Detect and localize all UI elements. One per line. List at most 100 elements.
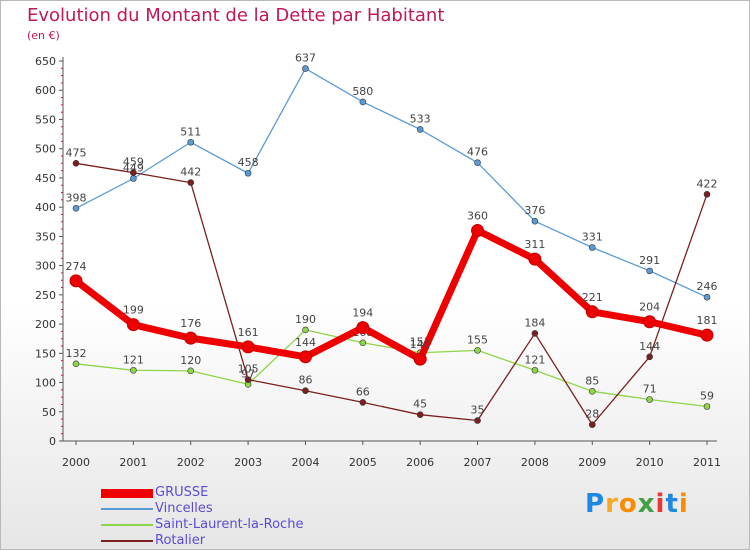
legend-swatch [101,488,153,498]
data-point [359,399,367,406]
data-label: 155 [467,333,488,346]
logo-letter: r [605,489,619,519]
data-point [187,138,195,146]
x-tick-label: 2001 [119,456,147,469]
data-point [588,244,596,251]
x-tick-label: 2007 [464,456,492,469]
x-tick-label: 2002 [177,456,205,469]
data-label: 204 [639,301,660,314]
data-label: 105 [238,363,259,376]
series-line-saint-laurent-la-roche [75,329,708,408]
y-tick-label: 0 [49,435,56,448]
data-label: 121 [524,353,545,366]
data-point [244,169,252,177]
data-point [302,326,309,334]
data-point [588,421,596,428]
data-point [72,160,80,167]
data-label: 71 [643,382,657,395]
data-point [471,224,485,238]
data-label: 140 [410,338,431,351]
x-tick-label: 2004 [291,456,319,469]
data-label: 45 [413,398,427,411]
legend-label: GRUSSE [155,485,209,500]
data-point [187,367,195,375]
y-tick-label: 400 [35,201,56,214]
y-tick-label: 550 [35,113,56,126]
data-label: 85 [585,374,599,387]
x-tick-label: 2000 [62,456,90,469]
data-point [413,352,427,366]
legend-swatch [101,508,153,510]
data-point [126,318,140,332]
data-label: 475 [66,146,87,159]
y-tick-label: 650 [35,55,56,68]
logo-letter: i [678,489,689,519]
x-tick-label: 2005 [349,456,377,469]
data-point [643,315,657,329]
logo-letter: t [665,489,679,519]
data-point [646,396,653,403]
data-point [69,274,83,288]
data-label: 66 [356,385,370,398]
data-label: 28 [585,408,599,421]
data-label: 184 [524,316,545,329]
x-tick-label: 2009 [578,456,606,469]
data-point [585,305,599,319]
data-label: 311 [524,238,545,251]
data-label: 35 [471,404,485,417]
data-point [531,217,539,225]
data-point [130,366,137,374]
data-label: 376 [524,204,545,217]
data-label: 121 [123,353,144,366]
data-point [474,347,481,354]
y-tick-label: 50 [42,406,56,419]
data-point [130,169,137,176]
y-tick-label: 250 [35,289,56,302]
data-point [130,175,137,182]
data-point [416,411,424,418]
y-tick-label: 100 [35,377,56,390]
data-point [703,190,711,198]
y-tick-label: 350 [35,230,56,243]
chart-title: Evolution du Montant de la Dette par Hab… [27,5,445,26]
data-label: 144 [639,340,660,353]
data-label: 59 [700,390,714,403]
legend-label: Vincelles [155,501,213,516]
data-label: 442 [180,166,201,179]
data-point [184,331,198,345]
data-label: 120 [180,354,201,367]
x-tick-label: 2006 [406,456,434,469]
data-label: 398 [66,191,87,204]
data-label: 291 [639,254,660,267]
data-label: 194 [352,307,373,320]
series-line-rotalier [75,162,708,426]
logo-letter: x [637,489,656,519]
data-point [187,179,195,186]
data-label: 458 [238,156,259,169]
y-tick-label: 450 [35,172,56,185]
data-label: 274 [66,260,87,273]
data-point [474,159,481,167]
data-point [531,366,539,374]
y-tick-label: 300 [35,260,56,273]
data-label: 637 [295,52,316,65]
data-label: 533 [410,112,431,125]
y-axis-unit-label: (en €) [27,29,60,42]
data-point [359,339,367,347]
data-point [302,65,309,72]
series-line-grusse [72,227,711,363]
legend-swatch [101,524,153,526]
logo-letter: P [585,489,606,519]
data-label: 132 [66,347,87,360]
y-tick-label: 150 [35,347,56,360]
data-point [646,353,653,361]
legend-swatch [101,540,153,542]
data-label: 221 [582,291,603,304]
legend-label: Rotalier [155,533,206,548]
logo-letter: o [618,489,638,519]
data-label: 161 [238,326,259,339]
data-label: 360 [467,210,488,223]
x-tick-label: 2003 [234,456,262,469]
data-label: 97 [241,367,255,380]
